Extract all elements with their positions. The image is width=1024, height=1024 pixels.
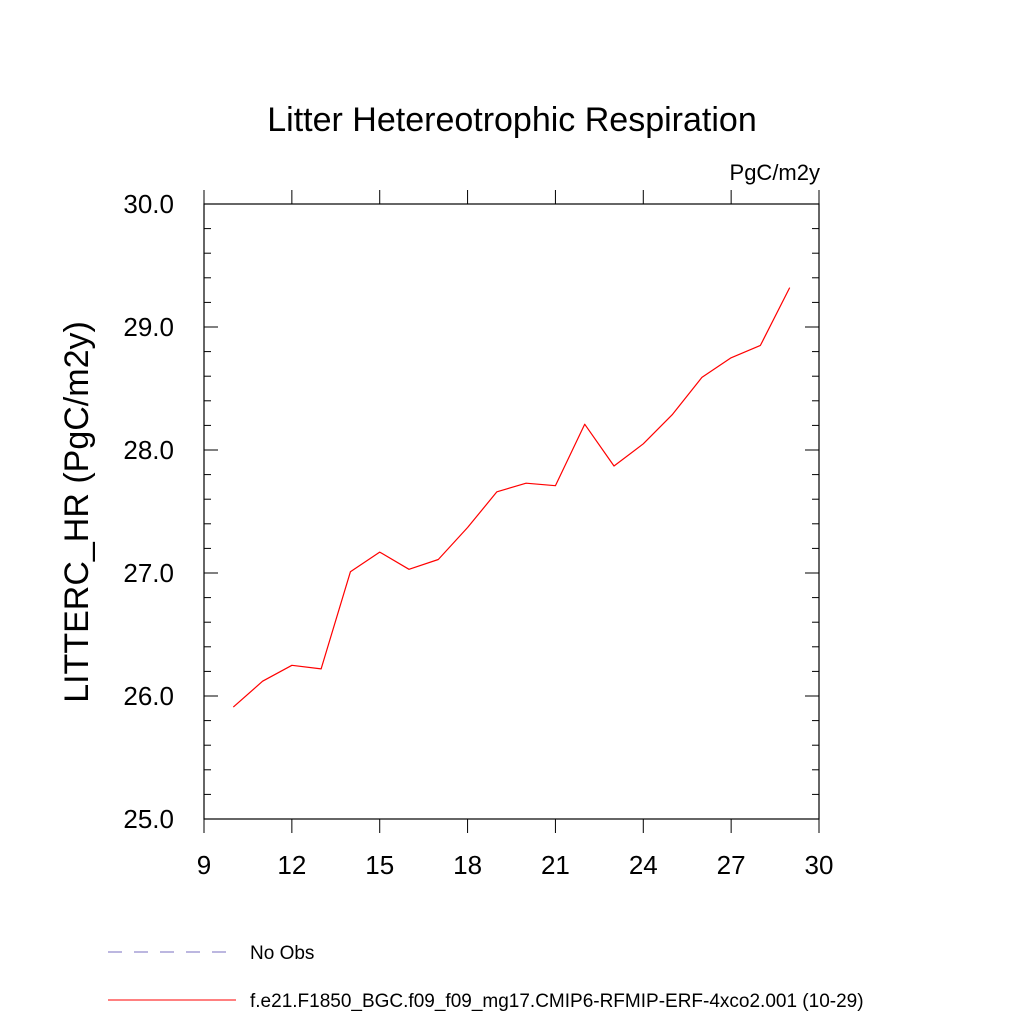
y-tick-label: 25.0 bbox=[123, 804, 174, 834]
x-tick-label: 12 bbox=[277, 850, 306, 880]
axis-ticks bbox=[203, 190, 820, 833]
legend-label: f.e21.F1850_BGC.f09_f09_mg17.CMIP6-RFMIP… bbox=[250, 991, 864, 1012]
series-layer bbox=[232, 287, 791, 708]
x-tick-label: 27 bbox=[717, 850, 746, 880]
y-tick-label: 30.0 bbox=[123, 189, 174, 219]
y-axis-label: LITTERC_HR (PgC/m2y) bbox=[58, 321, 96, 703]
x-tick-label: 15 bbox=[365, 850, 394, 880]
x-tick-label: 30 bbox=[805, 850, 834, 880]
x-tick-label: 18 bbox=[453, 850, 482, 880]
y-tick-label: 29.0 bbox=[123, 312, 174, 342]
legend: No Obs f.e21.F1850_BGC.f09_f09_mg17.CMIP6… bbox=[108, 943, 864, 1012]
y-tick-label: 27.0 bbox=[123, 558, 174, 588]
x-tick-label: 24 bbox=[629, 850, 658, 880]
series-line bbox=[232, 287, 791, 708]
plot-frame bbox=[203, 203, 820, 820]
x-tick-label: 21 bbox=[541, 850, 570, 880]
axis-tick-labels: 25.0 26.0 27.0 28.0 29.0 30.0 9 12 15 18 21 24 27 30 bbox=[123, 189, 833, 880]
chart-title: Litter Hetereotrophic Respiration bbox=[267, 101, 756, 139]
x-tick-label: 9 bbox=[197, 850, 211, 880]
legend-label: No Obs bbox=[250, 943, 314, 964]
y-tick-label: 26.0 bbox=[123, 681, 174, 711]
y-tick-label: 28.0 bbox=[123, 435, 174, 465]
units-label: PgC/m2y bbox=[730, 160, 820, 185]
